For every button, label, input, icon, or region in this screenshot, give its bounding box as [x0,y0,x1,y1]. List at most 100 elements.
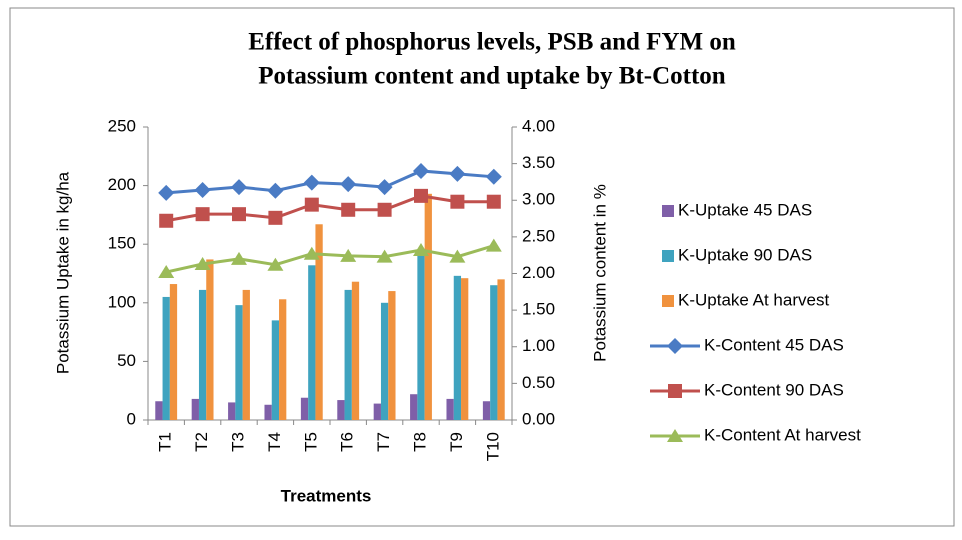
bar [206,259,214,420]
x-tick-label: T1 [156,432,175,452]
chart-title: Potassium content and uptake by Bt-Cotto… [258,63,726,90]
x-tick-label: T5 [301,432,320,452]
point [232,207,246,222]
bar [155,401,163,420]
y-tick-label: 50 [117,351,136,370]
x-tick-label: T6 [338,432,357,452]
y-tick-label: 100 [108,292,136,311]
point [158,184,175,201]
bar [279,299,287,420]
x-tick-label: T8 [410,432,429,452]
legend-swatch [662,205,674,217]
point [267,182,284,199]
y2-tick-label: 0.50 [522,373,555,392]
bar [242,289,250,420]
point [303,174,320,191]
y-tick-label: 250 [108,116,136,135]
y-axis-label: Potassium Uptake in kg/ha [53,171,72,374]
point [485,238,502,252]
legend-marker [667,338,683,354]
bar [490,285,498,420]
point [341,202,356,217]
bar [446,398,454,420]
legend-label: K-Uptake 45 DAS [678,200,812,219]
point [340,248,357,262]
bar [315,224,323,420]
point [377,202,392,217]
bar [337,400,345,420]
x-tick-label: T2 [192,432,211,452]
y2-tick-label: 2.00 [522,263,555,282]
legend-label: K-Uptake At harvest [678,290,829,309]
bar [169,284,178,420]
bar [198,289,207,420]
point [450,194,465,209]
legend-label: K-Uptake 90 DAS [678,245,812,264]
bar [191,398,199,420]
line [166,169,494,195]
bar [497,279,505,420]
bar [388,291,396,420]
legend-marker [668,384,682,398]
y2-tick-label: 3.50 [522,153,555,172]
point [485,168,502,185]
point [159,213,174,228]
legend-swatch [662,295,674,307]
line [165,244,495,274]
bar [410,394,418,420]
point [376,249,393,263]
point [195,207,210,222]
point [158,265,175,279]
x-tick-label: T4 [265,432,284,452]
legend-label: K-Content 90 DAS [704,380,844,399]
point [194,256,211,270]
point [267,257,284,271]
point [414,188,428,203]
point [376,179,393,196]
y2-tick-label: 1.50 [522,300,555,319]
point [268,210,283,225]
point [449,249,466,263]
bar [308,265,316,420]
y2-tick-label: 1.00 [522,336,555,355]
legend-label: K-Content At harvest [704,425,861,444]
legend-swatch [662,250,674,262]
bar [162,296,170,420]
y-tick-label: 0 [127,409,136,428]
bar [380,302,389,420]
legend-label: K-Content 45 DAS [704,335,844,354]
bar [235,305,243,420]
y2-axis-label: Potassium content in % [590,184,609,362]
bar [264,404,272,420]
y2-tick-label: 2.50 [522,226,555,245]
point [486,194,501,209]
x-axis-label: Treatments [281,486,372,505]
point [413,162,429,179]
x-tick-label: T7 [374,432,393,452]
bar [424,193,432,420]
y2-tick-label: 0.00 [522,409,555,428]
bar [351,281,360,420]
point [231,179,247,196]
point [304,197,319,212]
point [231,251,247,265]
x-tick-label: T9 [447,432,466,452]
chart-title: Effect of phosphorus levels, PSB and FYM… [248,29,736,56]
bar [271,320,280,420]
point [340,176,357,193]
bar [300,397,309,420]
bar [344,289,352,420]
y2-tick-label: 3.00 [522,190,555,209]
point [194,181,211,198]
x-tick-label: T3 [228,432,247,452]
bar [417,253,425,420]
y-tick-label: 150 [108,234,136,253]
bar [228,402,236,420]
bar [461,278,469,420]
bar [453,275,462,420]
x-tick-label: T10 [483,432,502,461]
bar [373,403,381,420]
point [413,243,429,257]
legend-marker [667,429,683,442]
